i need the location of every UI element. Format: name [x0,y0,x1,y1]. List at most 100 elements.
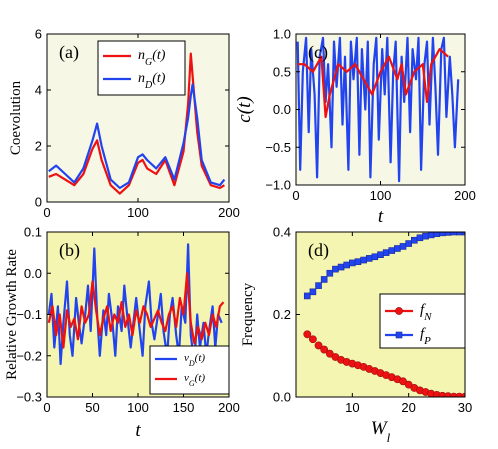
legend-label-b-1: vG(t) [184,372,205,388]
point-d-1-21 [422,232,429,240]
ytick-label-d-0: 0.0 [273,390,291,405]
point-d-1-24 [439,232,446,237]
point-d-0-1 [308,335,317,344]
panel-b: 0 50 100 150 200 −0.3 −0.2 −0.1 0.0 0.1 Relative G… [4,225,240,442]
legend-marker-d-1 [395,331,403,339]
ylabel-a: Coevolution [8,80,24,155]
ytick-label-b-4: 0.1 [24,225,42,240]
panel-label-a: (a) [59,42,79,63]
point-d-1-18 [405,240,412,247]
point-d-1-14 [382,249,390,256]
xtick-label-c-2: 200 [454,188,476,203]
point-d-1-28 [461,232,465,236]
series-line-b-1 [47,272,225,349]
ytick-label-c-0: −1.0 [265,178,291,193]
point-d-1-2 [315,282,322,289]
legend-label-a-1: nD(t) [138,71,166,91]
point-d-1-22 [427,232,435,239]
series-line-a-0 [48,52,225,195]
legend-box-d [379,293,466,349]
point-d-1-3 [320,276,328,283]
ytick-label-d-2: 0.4 [273,225,291,240]
series-group-a [48,52,226,195]
point-d-1-26 [450,232,458,236]
legend-b: vD(t) vG(t) [149,345,230,395]
point-d-0-0 [303,330,312,339]
point-d-1-8 [349,259,356,267]
series-group-c [296,36,460,183]
point-d-0-3 [320,345,329,354]
ytick-label-b-0: −0.3 [16,390,42,405]
panel-label-c: (c) [308,42,328,63]
xtick-label-b-2: 100 [127,400,149,415]
series-line-c-0 [296,36,460,183]
xlabel-c: t [378,206,384,227]
ytick-label-c-4: 1.0 [273,27,291,42]
xtick-label-b-4: 200 [218,400,240,415]
point-d-1-1 [309,288,317,296]
legend-label-a-0: nG(t) [138,48,166,68]
panel-a: 0 100 200 0 2 4 6 Coevolution (a) nG(t) nD(t) [8,27,240,221]
point-d-1-0 [303,292,311,300]
xtick-label-a-2: 200 [218,205,240,220]
legend-label-d-1: fP [420,326,431,347]
xtick-label-a-0: 0 [43,205,50,220]
ylabel-c: c(t) [234,96,255,122]
ytick-label-c-2: 0.0 [273,102,291,117]
point-d-1-12 [371,253,379,261]
point-d-1-20 [416,234,424,242]
ytick-label-b-1: −0.2 [16,348,42,363]
xtick-label-b-0: 0 [43,400,50,415]
point-d-1-9 [354,258,362,266]
xlabel-b: t [135,420,141,441]
point-d-1-19 [410,236,418,244]
ytick-label-a-3: 6 [35,27,42,42]
xtick-label-b-1: 50 [85,400,99,415]
xtick-label-d-1: 20 [401,400,415,415]
ylabel-d: Frequency [240,282,256,346]
point-d-1-6 [337,263,345,271]
legend-a: nG(t) nD(t) [97,40,186,96]
ytick-label-a-2: 4 [35,83,42,98]
point-d-1-10 [360,256,367,264]
series-group-d [303,232,465,397]
xtick-label-c-0: 0 [292,188,299,203]
xtick-label-d-2: 30 [458,400,472,415]
xtick-label-d-0: 10 [345,400,359,415]
panel-d: 10 20 30 0.0 0.2 0.4 Frequency Wl (d) fN fP [240,225,472,445]
panel-c: 0 100 200 −1.0 −0.5 0.0 0.5 1.0 c(t) t (c) [234,27,476,228]
ytick-label-b-2: −0.1 [16,307,42,322]
legend-box-a [97,40,186,96]
ylabel-b: Relative Growth Rate [4,249,20,380]
ytick-label-b-3: 0.0 [24,266,42,281]
point-d-1-5 [332,265,339,273]
ytick-label-a-0: 0 [35,195,42,210]
point-d-1-11 [365,255,373,262]
point-d-1-17 [399,243,407,250]
legend-label-b-0: vD(t) [184,352,205,368]
point-d-1-4 [326,269,334,277]
panel-label-d: (d) [308,240,329,261]
point-d-1-15 [388,247,396,254]
point-d-1-13 [377,251,384,258]
ytick-label-c-1: −0.5 [265,140,291,155]
xtick-label-b-3: 150 [173,400,195,415]
point-d-1-27 [456,232,463,236]
legend-d: fN fP [379,293,466,349]
point-d-0-2 [314,341,323,350]
xtick-label-a-1: 100 [127,205,149,220]
legend-box-b [149,345,230,395]
panel-label-b: (b) [59,240,80,261]
ytick-label-c-3: 0.5 [273,64,291,79]
legend-marker-d-0 [395,307,403,315]
ytick-label-d-1: 0.2 [273,307,291,322]
series-line-a-1 [48,83,226,190]
xtick-label-c-1: 100 [370,188,392,203]
point-d-1-16 [394,245,401,252]
ytick-label-a-1: 2 [35,139,42,154]
point-d-1-7 [343,261,351,269]
series-line-c-1 [297,47,449,119]
legend-label-d-0: fN [420,302,432,323]
xlabel-d: Wl [371,418,391,445]
